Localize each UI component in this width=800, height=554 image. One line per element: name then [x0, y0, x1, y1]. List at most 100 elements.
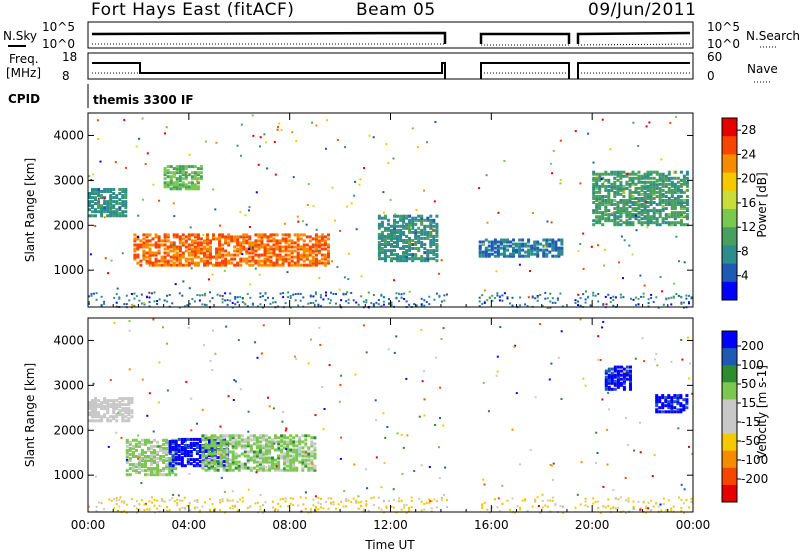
data-cell: [347, 298, 350, 301]
data-cell: [327, 507, 330, 510]
data-cell: [321, 386, 324, 388]
data-cell: [299, 237, 303, 241]
data-cell: [121, 413, 125, 417]
data-cell: [153, 461, 156, 464]
data-cell: [607, 367, 611, 371]
data-cell: [677, 427, 680, 430]
data-cell: [124, 214, 128, 218]
data-cell: [293, 249, 297, 253]
data-cell: [559, 182, 562, 185]
data-cell: [229, 507, 232, 510]
data-cell: [426, 249, 430, 253]
data-cell: [637, 199, 641, 202]
data-cell: [426, 259, 430, 263]
data-cell: [171, 302, 174, 305]
data-cell: [630, 193, 633, 196]
data-cell: [209, 241, 212, 245]
data-cell: [296, 233, 300, 237]
data-cell: [205, 304, 208, 307]
data-cell: [490, 242, 494, 246]
data-cell: [534, 396, 537, 399]
data-cell: [311, 257, 315, 261]
data-cell: [383, 216, 387, 220]
data-cell: [97, 200, 101, 204]
data-cell: [521, 242, 525, 246]
data-cell: [403, 298, 406, 300]
data-cell: [675, 235, 678, 238]
data-cell: [178, 241, 182, 245]
data-cell: [274, 466, 277, 470]
data-cell: [227, 251, 231, 255]
data-cell: [365, 500, 368, 503]
data-cell: [177, 458, 181, 462]
data-cell: [88, 419, 91, 423]
data-cell: [177, 444, 181, 447]
data-cell: [124, 196, 128, 200]
data-cell: [541, 493, 544, 496]
data-cell: [266, 237, 270, 241]
data-cell: [175, 245, 179, 249]
data-cell: [88, 214, 91, 218]
data-cell: [231, 468, 235, 472]
data-cell: [411, 230, 415, 234]
data-cell: [176, 498, 179, 501]
data-cell: [604, 178, 608, 182]
data-cell: [259, 292, 262, 295]
data-cell: [252, 452, 256, 456]
data-cell: [94, 198, 97, 202]
data-cell: [527, 296, 530, 299]
data-cell: [127, 401, 131, 405]
nave-tick-high: 60: [707, 50, 722, 64]
data-cell: [174, 439, 178, 443]
data-cell: [299, 257, 303, 261]
data-cell: [685, 294, 688, 297]
data-cell: [112, 192, 116, 195]
data-cell: [274, 464, 277, 468]
data-cell: [374, 399, 377, 402]
data-cell: [99, 160, 102, 163]
data-cell: [109, 379, 112, 382]
data-cell: [133, 239, 137, 243]
data-cell: [210, 456, 214, 460]
data-cell: [554, 244, 558, 248]
data-cell: [239, 211, 242, 213]
data-cell: [487, 254, 491, 258]
data-cell: [676, 203, 680, 206]
data-cell: [112, 403, 116, 407]
data-cell: [193, 249, 197, 253]
data-cell: [628, 199, 632, 202]
data-cell: [188, 509, 191, 512]
data-cell: [311, 261, 315, 265]
data-cell: [645, 505, 648, 508]
data-cell: [390, 243, 393, 246]
data-cell: [317, 249, 321, 253]
data-cell: [118, 206, 122, 210]
data-cell: [180, 437, 184, 441]
data-cell: [607, 505, 610, 508]
data-cell: [290, 255, 294, 259]
data-cell: [680, 302, 683, 305]
data-cell: [598, 190, 602, 194]
data-cell: [661, 396, 665, 400]
data-cell: [239, 498, 242, 501]
data-cell: [616, 184, 620, 188]
data-cell: [292, 456, 296, 460]
x-tick-label: 20:00: [575, 518, 610, 532]
data-cell: [622, 375, 626, 379]
data-cell: [677, 294, 680, 297]
data-cell: [290, 259, 294, 263]
data-cell: [199, 247, 203, 251]
data-cell: [171, 456, 175, 460]
data-cell: [196, 173, 200, 177]
data-cell: [219, 438, 223, 442]
data-cell: [223, 460, 227, 464]
data-cell: [196, 249, 200, 253]
data-cell: [231, 440, 235, 444]
data-cell: [410, 226, 413, 229]
data-cell: [271, 438, 274, 442]
data-cell: [100, 194, 104, 198]
data-cell: [277, 448, 281, 452]
data-cell: [237, 468, 241, 472]
data-cell: [604, 205, 608, 209]
